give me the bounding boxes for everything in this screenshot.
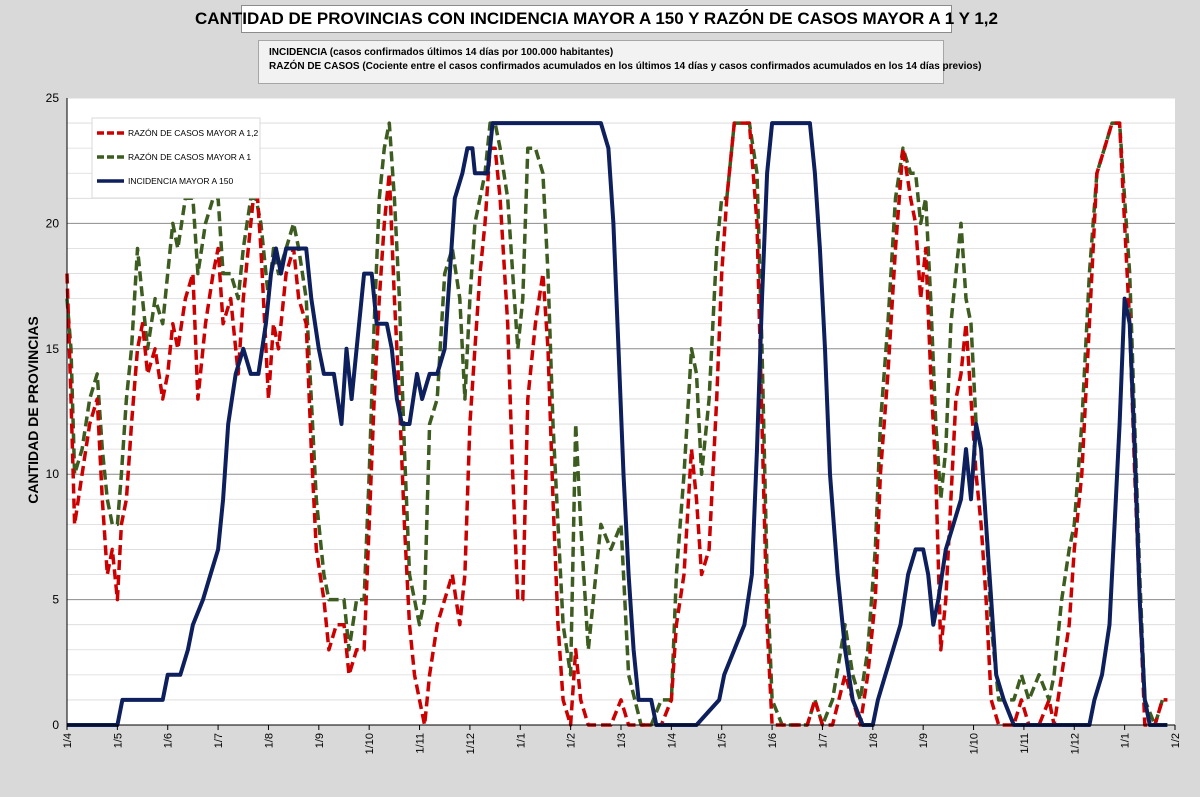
y-axis-label: CANTIDAD DE PROVINCIAS [25, 316, 41, 503]
x-tick-label: 1/9 [918, 733, 930, 748]
series-layer [65, 121, 1168, 727]
x-tick-label: 1/5 [717, 733, 729, 748]
x-tick-label: 1/3 [616, 733, 628, 748]
x-tick-label: 1/10 [969, 733, 981, 754]
x-tick-label: 1/11 [1019, 733, 1031, 754]
y-tick-label: 0 [52, 718, 59, 732]
x-tick-label: 1/12 [465, 733, 477, 754]
legend: RAZÓN DE CASOS MAYOR A 1,2 RAZÓN DE CASOS… [91, 117, 261, 199]
y-tick-label: 10 [46, 467, 60, 481]
x-tick-label: 1/8 [263, 733, 275, 748]
x-tick-label: 1/6 [767, 733, 779, 748]
x-tick-label: 1/6 [163, 733, 175, 748]
x-tick-label: 1/5 [112, 733, 124, 748]
x-tick-label: 1/7 [817, 733, 829, 748]
x-tick-label: 1/4 [62, 733, 74, 748]
x-tick-label: 1/9 [314, 733, 326, 748]
x-tick-label: 1/2 [566, 733, 578, 748]
chart-notes: INCIDENCIA (casos confirmados últimos 14… [258, 40, 982, 84]
x-tick-label: 1/1 [1120, 733, 1132, 748]
y-tick-label: 20 [46, 216, 60, 230]
axes: 0 5 10 15 20 25 1/4 1/5 1/6 1/7 1/8 1/9 1/10 1/11 1/12… [46, 91, 1182, 754]
legend-label-1: RAZÓN DE CASOS MAYOR A 1 [128, 152, 251, 162]
note-ratio: RAZÓN DE CASOS (Cociente entre el casos … [269, 61, 982, 72]
y-tick-label: 15 [46, 342, 60, 356]
x-tick-label: 1/8 [868, 733, 880, 748]
x-tick-label: 1/10 [364, 733, 376, 754]
legend-label-2: INCIDENCIA MAYOR A 150 [128, 176, 233, 186]
note-incidence: INCIDENCIA (casos confirmados últimos 14… [269, 47, 614, 58]
series-line-1 [65, 121, 1168, 727]
x-tick-label: 1/12 [1069, 733, 1081, 754]
chart-title: CANTIDAD DE PROVINCIAS CON INCIDENCIA MA… [195, 5, 998, 33]
x-tick-label: 1/7 [213, 733, 225, 748]
x-tick-label: 1/11 [415, 733, 427, 754]
series-line-2 [67, 121, 1168, 727]
y-tick-label: 5 [52, 593, 59, 607]
x-tick-label: 1/4 [666, 733, 678, 748]
legend-label-0: RAZÓN DE CASOS MAYOR A 1,2 [128, 128, 258, 138]
y-tick-label: 25 [46, 91, 60, 105]
x-tick-label: 1/1 [515, 733, 527, 748]
x-tick-label: 1/2 [1170, 733, 1182, 748]
